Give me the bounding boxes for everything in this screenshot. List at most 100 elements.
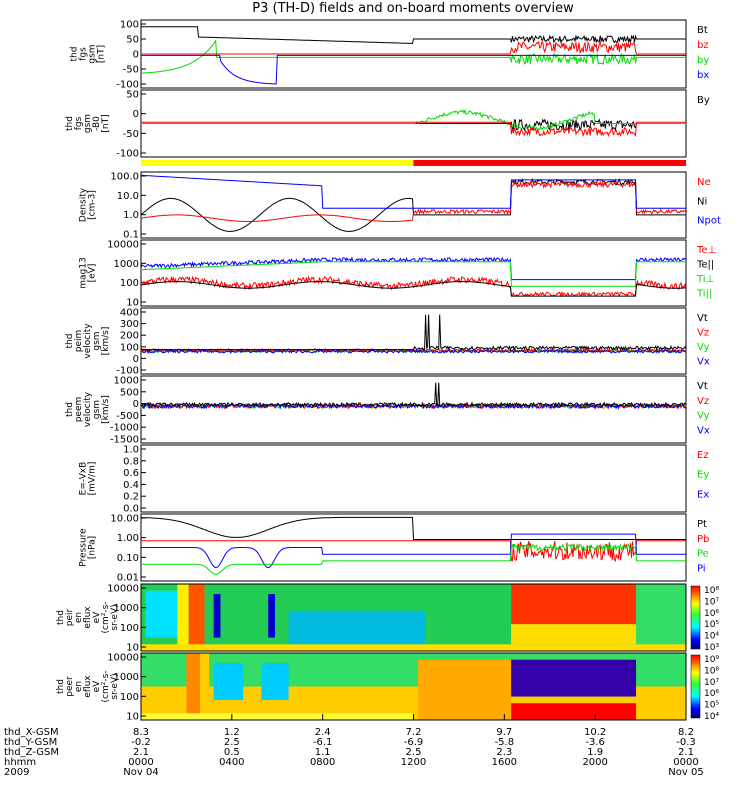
y-tick-label: 1.00 [117, 533, 139, 544]
legend-label: Ti⊥ [696, 274, 714, 285]
y-tick-label: 50 [126, 90, 139, 101]
panel-frame [140, 444, 687, 513]
mode-bar-slow [141, 160, 414, 166]
x-axis-row-label: thd_Y-GSM [4, 737, 57, 748]
y-axis-label: gsm [92, 400, 102, 419]
y-axis-label: [nPa] [88, 536, 98, 559]
spectrogram-band [200, 653, 210, 720]
spectrogram-band [213, 663, 244, 700]
y-axis-label: thd [65, 402, 75, 417]
panel-fgs: 100 50 0 -50 -100 thd fgs gsm [nT] Bt bz by bx [70, 19, 709, 91]
y-axis-label: Density [79, 187, 89, 222]
y-axis-label: [km/s] [101, 327, 111, 356]
y-tick-label: 400 [120, 308, 139, 319]
legend-label: Pb [697, 534, 709, 545]
series-line-te-par-black [140, 281, 686, 297]
x-tick-label: 2.4 [315, 727, 331, 738]
y-tick-label: 0 [133, 109, 139, 120]
y-axis-label: [cm-3] [88, 190, 98, 220]
x-tick-label: 8.3 [133, 727, 149, 738]
x-tick-label: 2.1 [678, 747, 694, 758]
spectrogram-band [145, 590, 178, 638]
y-tick-label: 0.4 [123, 480, 139, 491]
y-tick-label: 100 [120, 278, 139, 289]
panel-frame [140, 171, 687, 239]
y-tick-label: 0.6 [123, 468, 139, 479]
x-tick-label: -3.6 [585, 737, 605, 748]
spectrogram-band [177, 584, 189, 651]
y-axis-label: -B0 [92, 116, 102, 131]
panel-density: 100.0 10.0 1.0 0.1 Density [cm-3] Ne Ni Npot [79, 171, 721, 241]
y-tick-label: 0.2 [123, 492, 139, 503]
colorbar [690, 585, 701, 650]
x-tick-label: 1.1 [315, 747, 331, 758]
y-tick-label: -1500 [110, 435, 139, 446]
y-axis-label: thd [56, 679, 66, 694]
y-axis-label: [eV] [88, 264, 98, 283]
series-line-ne [140, 180, 687, 222]
y-axis-label: fgs [79, 47, 89, 61]
legend-label: bz [697, 40, 709, 51]
y-axis-label: [nT] [97, 45, 107, 63]
x-tick-label: 2.1 [133, 747, 149, 758]
colorbar-tick-label: 10⁶ [704, 609, 719, 619]
y-axis-label: peem [74, 397, 84, 423]
y-tick-label: 10000 [107, 584, 139, 595]
x-tick-label: 1.9 [587, 747, 603, 758]
series-line-ni [140, 177, 686, 232]
y-axis-label: sr-eV) [110, 673, 120, 699]
legend-label: Ey [697, 470, 709, 481]
x-tick-label: 0000 [673, 757, 698, 768]
y-tick-label: 10000 [107, 653, 139, 664]
series-line-npot [140, 174, 686, 209]
series-line-bz [141, 40, 686, 55]
spectrogram-band [186, 653, 201, 720]
series-line-ti [141, 261, 686, 287]
y-axis-label: (cm²-s- [101, 601, 111, 633]
y-tick-label: 0.8 [123, 456, 139, 467]
x-tick-label: 0000 [128, 757, 153, 768]
y-axis-label: thd [56, 610, 66, 625]
panel-temperature: 10000 1000 100 10 mag13 [eV] Te⊥ Te|| Ti⊥ Ti|| [79, 239, 716, 309]
spectrogram-band [141, 644, 686, 651]
spectrogram-band [268, 594, 275, 638]
y-tick-label: 0 [133, 354, 139, 365]
legend-label: Vt [697, 381, 708, 392]
x-tick-label: 2000 [582, 757, 607, 768]
colorbar-tick-label: 10⁶ [704, 689, 719, 699]
legend-label: Vx [697, 357, 710, 368]
legend-label: By [697, 95, 710, 106]
y-axis-label: thd [65, 334, 75, 349]
x-tick-label: 2.5 [406, 747, 422, 758]
legend-label: Te⊥ [696, 245, 716, 256]
colorbar-tick-label: 10⁷ [704, 678, 719, 688]
x-tick-label: Nov 04 [123, 767, 158, 778]
x-tick-label: 7.2 [406, 727, 422, 738]
legend-label: bx [697, 70, 709, 81]
y-tick-label: 100 [120, 20, 139, 31]
y-axis-label: E=-VxB [79, 462, 89, 496]
legend-label: Ez [697, 450, 709, 461]
panel-frame [140, 375, 687, 444]
y-tick-label: 10 [126, 298, 139, 309]
y-axis-label: [mV/m] [88, 462, 98, 496]
y-axis-label: eflux [83, 675, 93, 698]
y-tick-label: 10.00 [110, 514, 139, 525]
y-tick-label: 10000 [107, 240, 139, 251]
y-tick-label: 0.0 [123, 504, 139, 515]
y-tick-label: -100 [116, 149, 139, 160]
x-tick-label: 8.2 [678, 727, 694, 738]
y-axis-label: eV [92, 611, 102, 624]
x-axis-row-label: thd_X-GSM [4, 727, 59, 738]
x-tick-label: 0800 [310, 757, 335, 768]
legend-label: Te|| [696, 260, 714, 271]
figure-title: P3 (TH-D) fields and on-board moments ov… [252, 1, 574, 16]
x-tick-label: 2.5 [224, 737, 240, 748]
y-tick-label: 1.0 [123, 210, 139, 221]
y-axis-label: peir [65, 608, 75, 626]
legend-label: Npot [697, 216, 721, 227]
x-tick-label: 1.2 [224, 727, 240, 738]
y-tick-label: 50 [126, 35, 139, 46]
